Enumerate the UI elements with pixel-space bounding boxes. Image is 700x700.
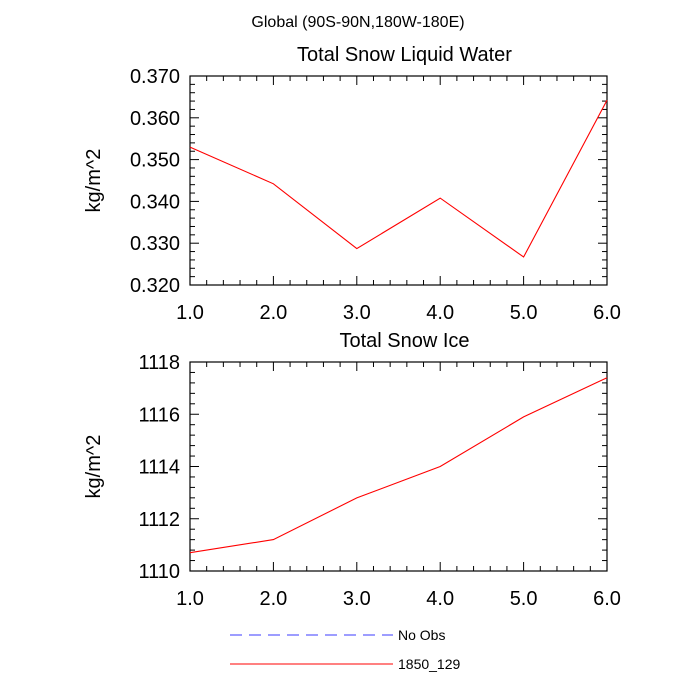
y-tick-label: 1110 bbox=[138, 561, 180, 583]
y-tick-label: 0.340 bbox=[130, 191, 180, 213]
x-tick-label: 6.0 bbox=[593, 588, 621, 610]
y-tick-label: 1118 bbox=[138, 352, 180, 374]
plot-frame bbox=[189, 75, 608, 286]
legend: No Obs 1850_129 bbox=[230, 627, 461, 672]
x-tick-label: 2.0 bbox=[259, 588, 287, 610]
chart-panel-2: Total Snow Ice kg/m^2 1.0 2.0 3.0 4.0 5.0 6.0 11… bbox=[83, 330, 621, 610]
chart-title: Total Snow Liquid Water bbox=[297, 44, 512, 66]
panels: Total Snow Liquid Water kg/m^2 1.0 2.0 3.0 4.… bbox=[83, 44, 621, 610]
legend-label: No Obs bbox=[398, 627, 445, 643]
y-tick-label: 1116 bbox=[138, 404, 180, 426]
x-tick-label: 6.0 bbox=[593, 302, 621, 324]
y-axis-label: kg/m^2 bbox=[83, 435, 105, 499]
y-tick-label: 1112 bbox=[138, 509, 180, 531]
series-line bbox=[189, 99, 608, 258]
y-tick-label: 0.320 bbox=[130, 275, 180, 297]
x-tick-label: 1.0 bbox=[176, 302, 204, 324]
x-tick-label: 1.0 bbox=[176, 588, 204, 610]
x-tick-label: 3.0 bbox=[343, 302, 371, 324]
y-tick-label: 0.370 bbox=[130, 66, 180, 88]
y-tick-label: 0.360 bbox=[130, 108, 180, 130]
y-tick-label: 0.350 bbox=[130, 150, 180, 172]
y-tick-label: 1114 bbox=[138, 457, 180, 479]
figure-suptitle: Global (90S-90N,180W-180E) bbox=[251, 14, 464, 31]
x-tick-label: 5.0 bbox=[510, 302, 538, 324]
plot-frame bbox=[189, 361, 608, 572]
y-tick-label: 0.330 bbox=[130, 233, 180, 255]
x-tick-label: 3.0 bbox=[343, 588, 371, 610]
legend-label: 1850_129 bbox=[398, 656, 461, 672]
x-tick-label: 4.0 bbox=[426, 588, 454, 610]
chart-panel-1: Total Snow Liquid Water kg/m^2 1.0 2.0 3.0 4.… bbox=[83, 44, 621, 324]
x-tick-label: 2.0 bbox=[259, 302, 287, 324]
x-tick-label: 5.0 bbox=[510, 588, 538, 610]
series-line bbox=[189, 377, 608, 554]
chart-title: Total Snow Ice bbox=[339, 330, 469, 352]
x-tick-label: 4.0 bbox=[426, 302, 454, 324]
y-axis-label: kg/m^2 bbox=[83, 149, 105, 213]
